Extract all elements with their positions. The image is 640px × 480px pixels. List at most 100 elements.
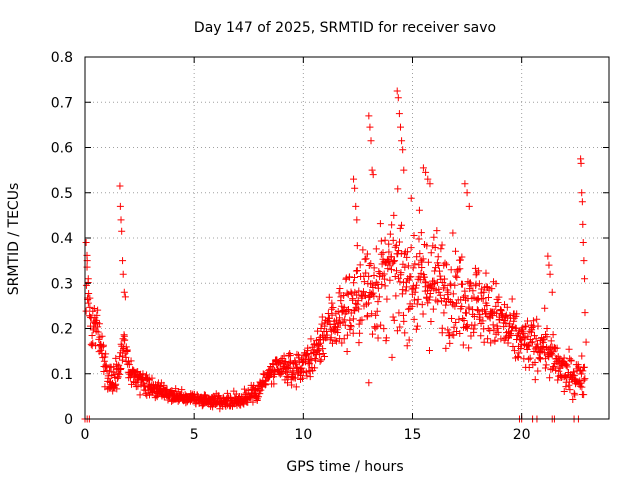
data-point [511, 347, 519, 355]
data-point [363, 250, 371, 258]
data-point [436, 291, 444, 299]
data-point [141, 382, 149, 390]
data-point [446, 339, 454, 347]
data-point [441, 275, 449, 283]
data-point [532, 335, 540, 343]
data-point [410, 231, 418, 239]
data-point [374, 334, 382, 342]
y-tick-label: 0.2 [51, 322, 73, 338]
data-point [412, 281, 420, 289]
data-point [426, 180, 434, 188]
data-point [399, 286, 407, 294]
data-point [343, 331, 351, 339]
data-point [362, 255, 370, 263]
data-point [437, 245, 445, 253]
data-point [98, 349, 106, 357]
data-point [377, 321, 385, 329]
data-point [495, 293, 503, 301]
data-point [553, 344, 561, 352]
data-point [407, 273, 415, 281]
data-point [329, 303, 337, 311]
data-point [569, 368, 577, 376]
data-point [270, 380, 278, 388]
data-point [385, 248, 393, 256]
data-point [570, 372, 578, 380]
data-point [368, 166, 376, 174]
data-point [86, 312, 94, 320]
data-point [352, 202, 360, 210]
data-point [551, 360, 559, 368]
data-point [484, 294, 492, 302]
data-point [325, 293, 333, 301]
data-point [323, 331, 331, 339]
data-point [391, 257, 399, 265]
data-point [347, 323, 355, 331]
data-point [396, 224, 404, 232]
data-point [102, 362, 110, 370]
data-point [402, 287, 410, 295]
data-point [98, 332, 106, 340]
data-point [143, 371, 151, 379]
data-point [444, 326, 452, 334]
data-point [387, 253, 395, 261]
data-point [411, 288, 419, 296]
data-point [528, 324, 536, 332]
data-point [353, 300, 361, 308]
data-point [381, 282, 389, 290]
data-point [380, 325, 388, 333]
data-point [351, 307, 359, 315]
data-point [414, 295, 422, 303]
data-point [82, 307, 90, 315]
data-point [316, 339, 324, 347]
data-point [446, 280, 454, 288]
data-point [526, 327, 534, 335]
data-point [328, 299, 336, 307]
data-point [390, 257, 398, 265]
data-point [424, 258, 432, 266]
data-point [119, 257, 127, 265]
data-point [398, 137, 406, 145]
data-point [435, 288, 443, 296]
data-point [444, 288, 452, 296]
data-point [483, 302, 491, 310]
data-point [449, 290, 457, 298]
data-point [403, 253, 411, 261]
x-tick-label: 20 [513, 427, 531, 443]
data-point [441, 282, 449, 290]
data-point [508, 327, 516, 335]
data-point [280, 352, 288, 360]
data-point [484, 335, 492, 343]
data-point [376, 220, 384, 228]
data-point [314, 347, 322, 355]
data-point [467, 332, 475, 340]
data-point [522, 322, 530, 330]
data-point [114, 369, 122, 377]
data-point [377, 250, 385, 258]
y-tick-label: 0.3 [51, 276, 73, 292]
data-point [578, 189, 586, 197]
data-point [452, 272, 460, 280]
data-point [404, 262, 412, 270]
data-point [102, 350, 110, 358]
data-point [114, 374, 122, 382]
data-point [458, 253, 466, 261]
data-point [338, 308, 346, 316]
data-point [367, 137, 375, 145]
data-point [99, 341, 107, 349]
data-point [447, 266, 455, 274]
data-point [82, 239, 90, 247]
data-point [563, 363, 571, 371]
data-point [399, 260, 407, 268]
data-point [565, 381, 573, 389]
data-point [455, 315, 463, 323]
data-point [116, 202, 124, 210]
data-point [174, 388, 182, 396]
data-point [93, 311, 101, 319]
data-point [346, 273, 354, 281]
data-point [84, 275, 92, 283]
data-point [530, 332, 538, 340]
data-point [396, 323, 404, 331]
data-point [315, 351, 323, 359]
data-point [399, 311, 407, 319]
data-point [465, 305, 473, 313]
